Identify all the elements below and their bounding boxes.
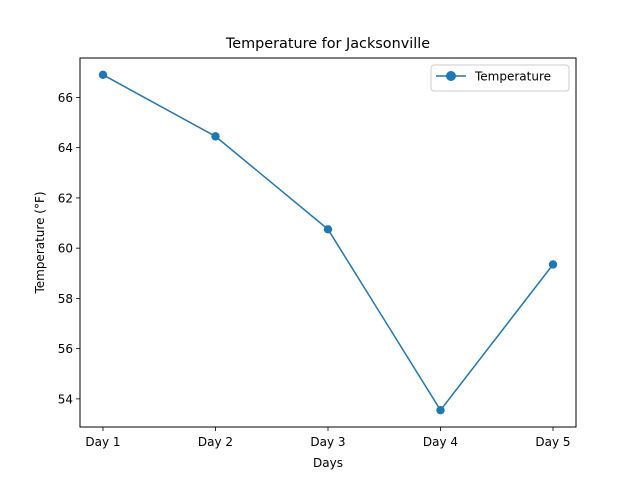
data-point [211, 132, 220, 141]
x-axis-label: Days [313, 456, 343, 470]
y-tick-label: 64 [58, 141, 73, 155]
chart-title: Temperature for Jacksonville [225, 36, 430, 52]
y-tick-label: 60 [58, 242, 73, 256]
data-point [98, 70, 108, 80]
y-tick-label: 62 [58, 191, 73, 205]
x-tick-label: Day 4 [423, 435, 458, 449]
data-point [323, 225, 333, 234]
legend-marker [446, 71, 456, 81]
data-point [436, 405, 445, 415]
legend-frame [430, 64, 570, 92]
x-tick-label: Day 5 [535, 435, 570, 449]
legend-label: Temperature [474, 70, 551, 84]
legend: Temperature [430, 64, 570, 92]
y-tick-label: 56 [58, 342, 73, 356]
y-axis: 54 56 58 60 62 64 66 [58, 91, 80, 406]
y-axis-label: Temperature (°F) [33, 191, 47, 294]
x-tick-label: Day 2 [198, 435, 233, 449]
plot-area [98, 70, 558, 415]
x-axis: Day 1 Day 2 Day 3 Day 4 Day 5 [85, 427, 571, 449]
x-tick-label: Day 1 [85, 435, 120, 449]
y-tick-label: 54 [58, 392, 73, 406]
y-tick-label: 58 [58, 292, 73, 306]
data-point [548, 260, 558, 269]
x-tick-label: Day 3 [310, 435, 345, 449]
y-tick-label: 66 [58, 91, 73, 105]
